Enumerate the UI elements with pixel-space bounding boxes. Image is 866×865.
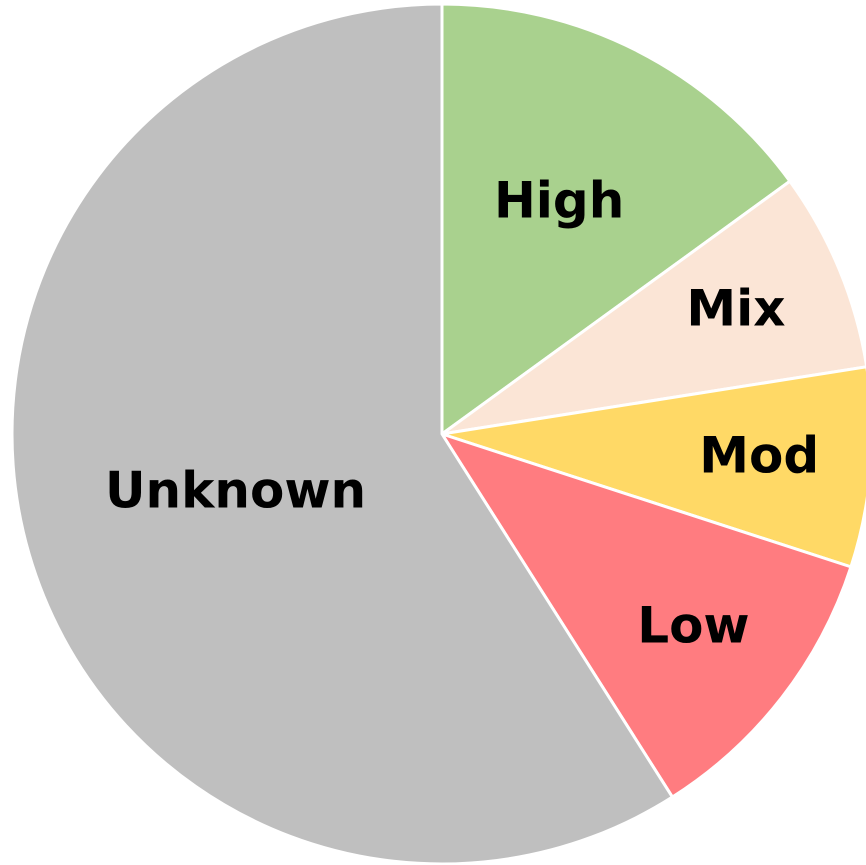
slice-label: Mix [686,280,785,338]
slice-label: Low [637,597,749,655]
pie-slice [440,179,866,436]
pie-slice [440,432,853,799]
slice-label: Mod [699,426,819,484]
pie-slice [440,2,792,436]
pie-slice [440,365,866,569]
pie-slice [10,2,674,865]
slice-label: High [494,172,624,230]
slice-label: Unknown [105,461,366,519]
